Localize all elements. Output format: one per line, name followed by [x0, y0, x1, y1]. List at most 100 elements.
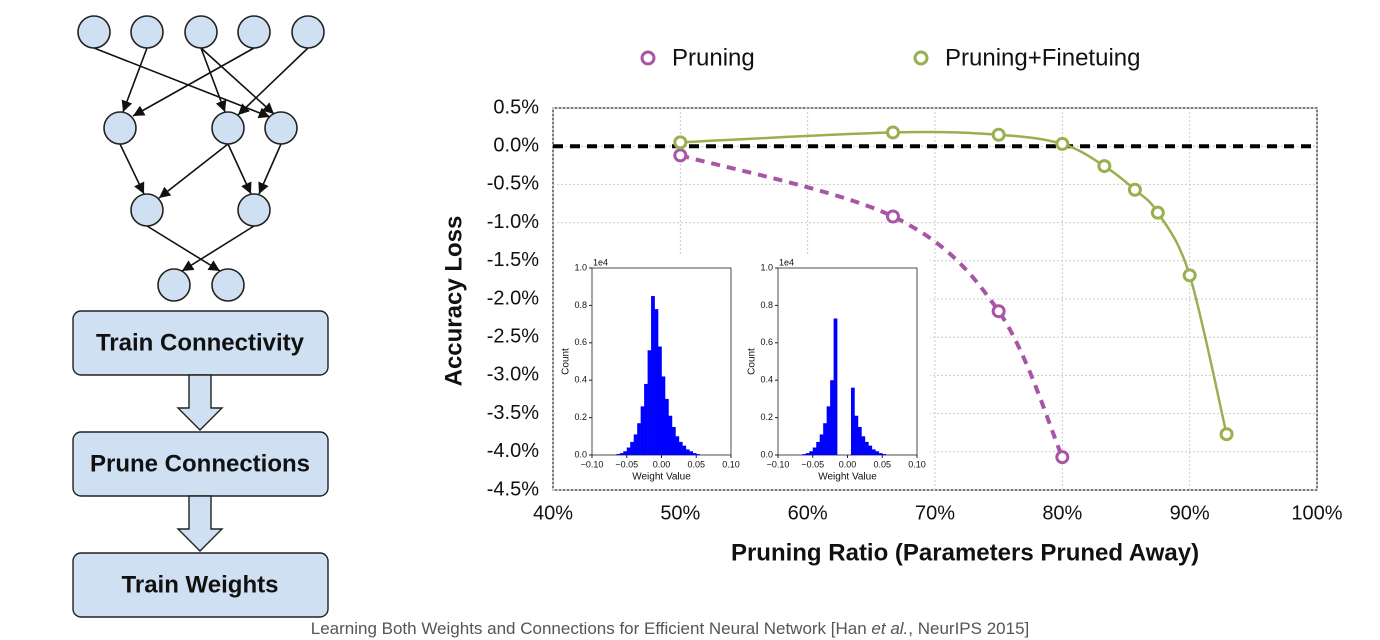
x-tick-label: 0.10 [722, 459, 740, 469]
scale-label: 1e4 [593, 257, 608, 267]
histogram-bar [671, 426, 676, 455]
data-point [673, 148, 688, 163]
y-tick-label: 0.4 [760, 375, 773, 385]
inset-histogram: −0.10 −0.05 0.00 0.05 0.10 0.0 0.2 0.4 0.6 0.8 1.0… [561, 257, 740, 482]
citation-text: Learning Both Weights and Connections fo… [311, 619, 872, 638]
legend-label: Pruning [672, 44, 755, 71]
histogram-bar [692, 453, 697, 455]
histogram-bar [802, 454, 807, 455]
histogram-bar [685, 449, 690, 455]
data-point [1127, 182, 1142, 197]
x-tick-label: 0.00 [839, 459, 857, 469]
edge [119, 143, 145, 195]
data-point [885, 125, 900, 140]
y-tick-label: -4.5% [487, 478, 539, 500]
data-point [1182, 268, 1197, 283]
y-tick-label: 0.0 [760, 449, 773, 459]
histogram-bar [823, 423, 827, 455]
edge [181, 225, 255, 272]
edge [146, 225, 221, 272]
node [211, 111, 245, 145]
histogram-bar [675, 436, 680, 455]
histogram-bar [658, 346, 662, 455]
edge [200, 47, 227, 113]
histogram-bar [651, 296, 655, 455]
histogram-bar [661, 376, 666, 455]
citation-text: , NeurIPS 2015] [908, 619, 1029, 638]
y-tick-label: -3.0% [487, 364, 539, 386]
scale-label: 1e4 [779, 257, 794, 267]
y-tick-label: 0.2 [574, 412, 587, 422]
histogram-bar [630, 441, 634, 455]
x-tick-label: −0.05 [615, 459, 638, 469]
y-axis-label: Accuracy Loss [440, 216, 467, 387]
y-axis-label: Count [561, 348, 572, 375]
x-tick-label: 100% [1291, 502, 1342, 524]
histogram-bar [826, 406, 831, 455]
y-tick-label: -3.5% [487, 402, 539, 424]
x-axis-label: Pruning Ratio (Parameters Pruned Away) [731, 539, 1199, 566]
block-arrow [176, 374, 224, 431]
y-tick-label: 0.6 [574, 337, 587, 347]
histogram-bar [654, 309, 659, 455]
y-tick-label: -2.0% [487, 287, 539, 309]
x-tick-label: 80% [1042, 502, 1082, 524]
node [130, 193, 164, 227]
step-label: Prune Connections [90, 450, 310, 477]
y-axis-label: Count [747, 348, 758, 375]
x-tick-label: 50% [660, 502, 700, 524]
data-point [885, 209, 900, 224]
data-point [991, 127, 1006, 142]
y-tick-label: 0.8 [574, 300, 587, 310]
histogram-bar [678, 441, 683, 455]
node [211, 268, 245, 302]
x-tick-label: 0.10 [908, 459, 926, 469]
histogram-bar [644, 383, 648, 455]
legend-marker [913, 50, 929, 66]
node [103, 111, 137, 145]
edge [121, 47, 148, 113]
edge [158, 143, 229, 199]
x-tick-label: 40% [533, 502, 573, 524]
node [264, 111, 298, 145]
histogram-bar [696, 454, 701, 455]
y-tick-label: 0.6 [760, 337, 773, 347]
data-point [991, 304, 1006, 319]
edge [132, 47, 255, 117]
node [184, 15, 218, 49]
x-tick-label: −0.05 [801, 459, 824, 469]
histogram-bar [682, 445, 687, 455]
y-tick-label: -1.5% [487, 249, 539, 271]
legend-marker [640, 50, 656, 66]
inset-histogram: −0.10 −0.05 0.00 0.05 0.10 0.0 0.2 0.4 0.6 0.8 1.0… [747, 257, 926, 482]
y-tick-label: 1.0 [574, 262, 587, 272]
histogram-bar [640, 406, 645, 455]
step-label: Train Weights [122, 571, 279, 598]
y-tick-label: -0.5% [487, 173, 539, 195]
histogram-bar [819, 434, 824, 455]
histogram-bar [830, 380, 834, 455]
data-point [1097, 159, 1112, 174]
x-tick-label: −0.10 [581, 459, 604, 469]
histogram-bar [616, 454, 621, 455]
node [237, 193, 271, 227]
y-tick-label: 0.0 [574, 449, 587, 459]
y-tick-label: -1.0% [487, 211, 539, 233]
histogram-bar [623, 451, 628, 455]
histogram-bar [868, 445, 873, 455]
histogram-bar [864, 441, 869, 455]
x-tick-label: −0.10 [767, 459, 790, 469]
node [77, 15, 111, 49]
histogram-bar [816, 441, 820, 455]
histogram-bar [637, 423, 641, 455]
histogram-bar [809, 451, 814, 455]
data-point [1219, 427, 1234, 442]
y-tick-label: 0.8 [760, 300, 773, 310]
histogram-bar [833, 318, 838, 455]
histogram-bar [805, 453, 810, 455]
edge [237, 47, 309, 116]
pipeline: Train Connectivity Prune Connections Tra… [72, 310, 329, 618]
block-arrow [176, 495, 224, 552]
